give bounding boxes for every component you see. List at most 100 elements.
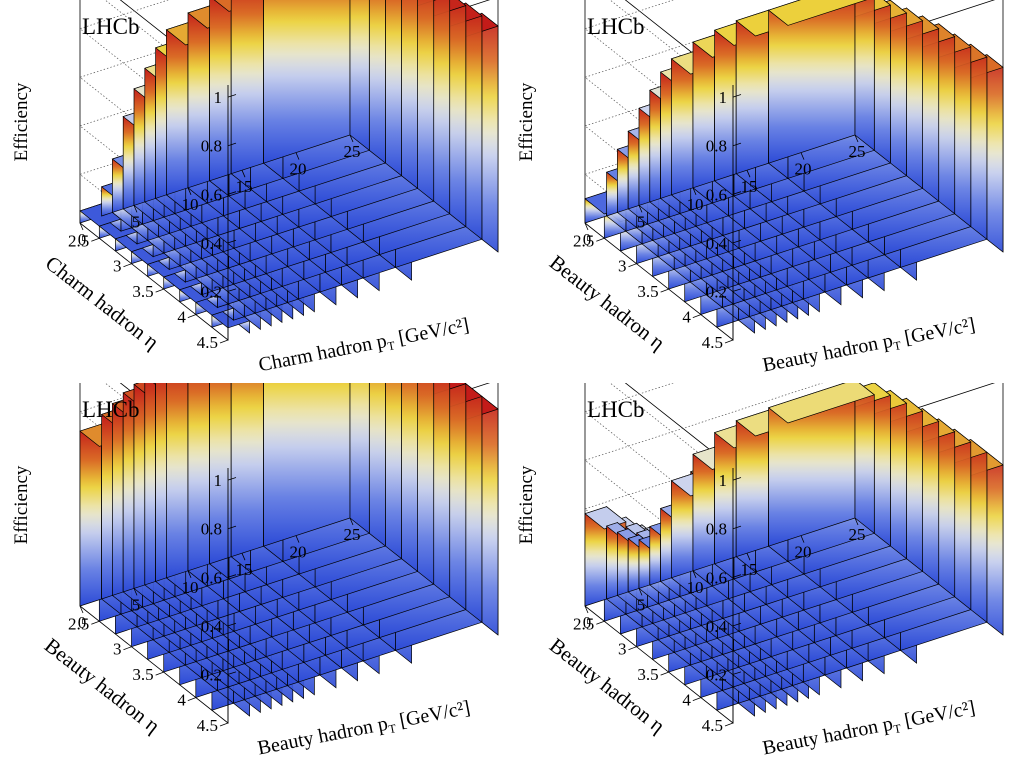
y-tick-labels: 2.5 3 3.5 4 4.5 bbox=[68, 231, 229, 352]
y-tick bbox=[91, 620, 100, 625]
x-tick-label: 0 bbox=[78, 613, 87, 632]
x-tick bbox=[79, 222, 84, 231]
y-tick-label: 4 bbox=[177, 308, 186, 327]
lego-bars bbox=[584, 383, 1004, 717]
x-tick-label: 20 bbox=[795, 543, 812, 562]
z-tick bbox=[732, 142, 742, 147]
y-tick-labels: 2.5 3 3.5 4 4.5 bbox=[68, 614, 229, 735]
x-tick-labels: 0 5 10 15 20 25 bbox=[583, 134, 866, 249]
z-tick-label: 0.2 bbox=[706, 282, 727, 301]
x-tick-label: 15 bbox=[236, 177, 253, 196]
lego-bar bbox=[767, 383, 876, 547]
lego-bars bbox=[79, 383, 499, 717]
experiment-label: LHCb bbox=[82, 14, 140, 39]
z-tick bbox=[732, 239, 742, 244]
x-axis-title: Beauty hadron pT [GeV/c²] bbox=[761, 697, 978, 762]
z-tick bbox=[227, 671, 237, 675]
z-tick-label: 0.2 bbox=[706, 665, 727, 684]
y-tick bbox=[187, 697, 196, 701]
x-axis-title-sub: T bbox=[387, 721, 398, 736]
x-axis-title-unit: [GeV/c²] bbox=[393, 697, 472, 733]
x-tick-label: 20 bbox=[795, 160, 812, 179]
x-tick-label: 0 bbox=[78, 230, 87, 249]
x-tick-labels: 0 5 10 15 20 25 bbox=[583, 517, 866, 632]
x-tick-label: 20 bbox=[290, 543, 307, 562]
x-axis-title: Charm hadron pT [GeV/c²] bbox=[257, 314, 471, 378]
y-axis-title: Beauty hadron η bbox=[545, 250, 670, 355]
x-tick bbox=[800, 152, 805, 160]
y-tick-label: 2.5 bbox=[573, 614, 594, 633]
z-tick-label: 1 bbox=[214, 471, 223, 490]
x-tick-label: 15 bbox=[741, 560, 758, 579]
lego-plot-top-left: 0.20.40.60.8105101520252.533.544.5LHCbEf… bbox=[11, 0, 499, 378]
z-tick bbox=[227, 94, 237, 98]
x-tick bbox=[241, 170, 246, 178]
y-tick bbox=[219, 722, 229, 727]
z-tick-label: 1 bbox=[214, 88, 223, 107]
z-tick bbox=[227, 622, 237, 627]
x-axis-title: Beauty hadron pT [GeV/c²] bbox=[256, 697, 473, 762]
x-axis-title-unit: [GeV/c²] bbox=[898, 697, 977, 733]
x-tick bbox=[79, 605, 84, 614]
z-tick-label: 0.2 bbox=[201, 282, 222, 301]
z-tick bbox=[227, 288, 237, 292]
z-tick bbox=[227, 574, 237, 578]
z-tick-label: 0.6 bbox=[706, 568, 727, 587]
y-tick bbox=[91, 237, 100, 242]
x-tick bbox=[187, 570, 192, 578]
lego-plot-bottom-right: 0.20.40.60.8105101520252.533.544.5LHCbEf… bbox=[516, 383, 1004, 762]
y-tick bbox=[660, 671, 669, 676]
x-tick-label: 5 bbox=[132, 595, 141, 614]
x-axis-title-unit: [GeV/c²] bbox=[392, 314, 471, 350]
x-tick-label: 25 bbox=[344, 142, 361, 161]
y-tick bbox=[155, 671, 164, 676]
z-tick-labels: 0.2 0.4 0.6 0.8 1 bbox=[201, 88, 237, 301]
z-tick bbox=[732, 288, 742, 292]
y-tick-label: 2.5 bbox=[573, 231, 594, 250]
z-tick-label: 0.8 bbox=[706, 520, 727, 539]
z-tick bbox=[227, 525, 237, 530]
x-tick bbox=[295, 535, 300, 543]
y-tick bbox=[596, 620, 605, 625]
y-tick-label: 4.5 bbox=[702, 716, 723, 735]
x-tick bbox=[692, 570, 697, 578]
x-tick bbox=[854, 517, 859, 526]
x-tick bbox=[584, 222, 589, 231]
z-tick-label: 0.4 bbox=[706, 234, 728, 253]
x-tick bbox=[800, 535, 805, 543]
z-tick-label: 0.4 bbox=[201, 617, 223, 636]
x-tick-label: 25 bbox=[849, 142, 866, 161]
x-tick-label: 10 bbox=[687, 578, 704, 597]
y-tick-label: 4 bbox=[682, 691, 691, 710]
lego-bars bbox=[584, 0, 1004, 334]
y-tick-label: 3.5 bbox=[637, 665, 658, 684]
z-axis-title: Efficiency bbox=[516, 82, 537, 161]
x-tick bbox=[133, 205, 138, 213]
x-tick bbox=[349, 134, 354, 143]
z-tick-label: 0.6 bbox=[201, 185, 222, 204]
x-tick-labels: 0 5 10 15 20 25 bbox=[78, 517, 361, 632]
z-axis-title: Efficiency bbox=[11, 465, 32, 544]
z-tick-labels: 0.2 0.4 0.6 0.8 1 bbox=[706, 471, 742, 684]
x-axis-title-main: Charm hadron p bbox=[257, 330, 389, 376]
z-tick bbox=[732, 191, 742, 195]
z-tick-label: 0.8 bbox=[201, 137, 222, 156]
y-axis-title: Charm hadron η bbox=[41, 251, 164, 354]
y-tick-label: 4.5 bbox=[197, 716, 218, 735]
x-axis-title-main: Beauty hadron p bbox=[761, 713, 895, 760]
x-tick bbox=[692, 187, 697, 195]
z-tick bbox=[732, 671, 742, 675]
y-tick bbox=[724, 339, 734, 344]
panel-bottom-left: 0.2 0.4 0.6 0.8 1 0 5 10 15 20 25 2.5 3 3.5 4 4.5 LHCb Ef… bbox=[0, 383, 505, 766]
z-axis-title: Efficiency bbox=[11, 82, 32, 161]
panel-top-right: 0.2 0.4 0.6 0.8 1 0 5 10 15 20 25 2.5 3 3.5 4 4.5 LHCb Ef… bbox=[505, 0, 1010, 383]
x-tick-label: 25 bbox=[849, 525, 866, 544]
y-tick-label: 3 bbox=[618, 640, 627, 659]
x-tick-label: 5 bbox=[132, 212, 141, 231]
z-tick bbox=[732, 94, 742, 98]
y-tick-label: 3 bbox=[113, 640, 122, 659]
z-tick bbox=[732, 622, 742, 627]
x-tick-label: 0 bbox=[583, 613, 592, 632]
z-tick-label: 0.8 bbox=[201, 520, 222, 539]
